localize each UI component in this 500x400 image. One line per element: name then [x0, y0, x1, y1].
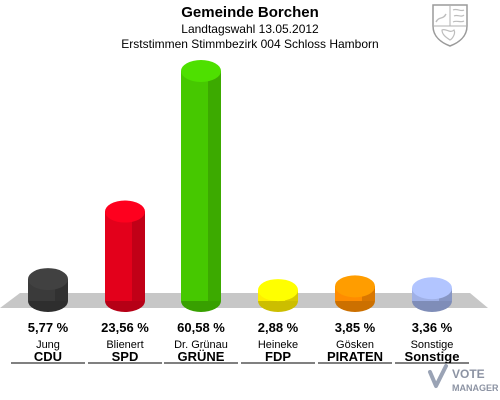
party-label: GRÜNE — [178, 349, 225, 364]
candidate-label: Sonstige — [411, 339, 454, 351]
logo-line1: VOTE — [452, 367, 485, 381]
value-label: 23,56 % — [101, 320, 149, 335]
party-label: SPD — [112, 349, 139, 364]
bar-spd — [105, 200, 145, 312]
bar-grüne — [181, 60, 221, 312]
value-label: 3,36 % — [412, 320, 453, 335]
party-label: PIRATEN — [327, 349, 383, 364]
party-label: CDU — [34, 349, 62, 364]
chart-subtitle: Landtagswahl 13.05.2012 — [181, 22, 319, 36]
candidate-label: Heineke — [258, 339, 298, 351]
candidate-label: Gösken — [336, 339, 374, 351]
bar-sonstige — [412, 277, 452, 312]
value-label: 2,88 % — [258, 320, 299, 335]
value-label: 60,58 % — [177, 320, 225, 335]
bar-piraten — [335, 275, 375, 312]
vote-manager-logo: VOTE MANAGER — [428, 364, 498, 393]
logo-line2: MANAGER — [452, 383, 498, 393]
candidate-label: Blienert — [106, 339, 143, 351]
party-label: Sonstige — [405, 349, 460, 364]
value-label: 3,85 % — [335, 320, 376, 335]
bar-fdp — [258, 279, 298, 312]
bar-cdu — [28, 268, 68, 312]
candidate-label: Dr. Grünau — [174, 339, 228, 351]
chart-subtitle-2: Erststimmen Stimmbezirk 004 Schloss Hamb… — [121, 37, 379, 51]
coat-of-arms-icon — [432, 4, 468, 47]
party-label: FDP — [265, 349, 291, 364]
value-label: 5,77 % — [28, 320, 69, 335]
candidate-label: Jung — [36, 339, 60, 351]
chart-title: Gemeinde Borchen — [181, 4, 319, 21]
